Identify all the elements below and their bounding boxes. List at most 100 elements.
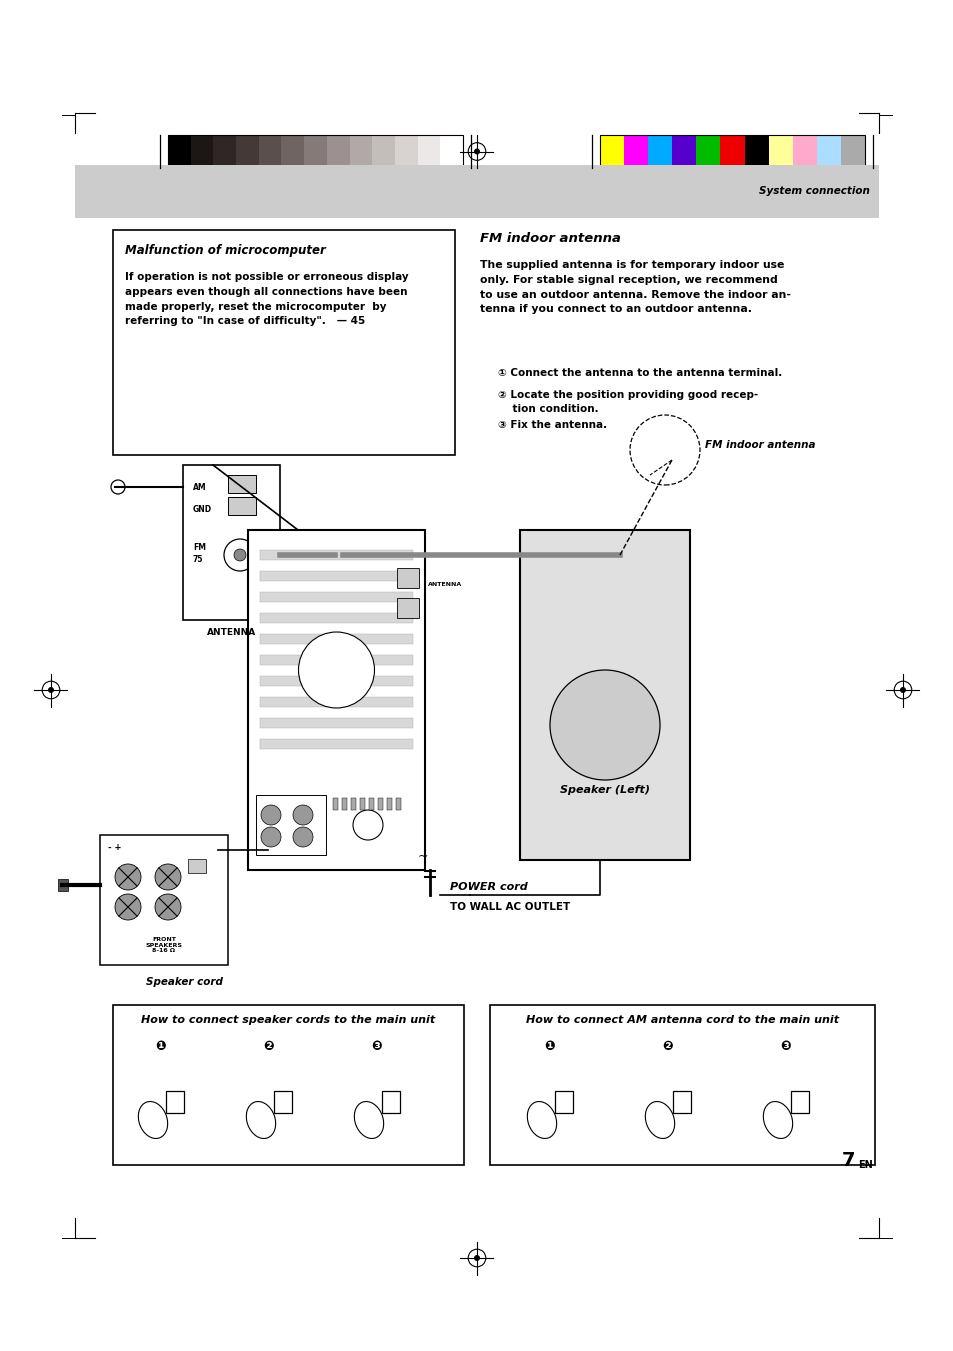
Bar bbox=[519, 530, 689, 861]
Bar bbox=[417, 135, 440, 168]
Bar bbox=[260, 676, 413, 686]
Bar bbox=[599, 135, 623, 168]
Bar bbox=[351, 798, 355, 811]
Bar bbox=[816, 135, 840, 168]
Circle shape bbox=[224, 539, 255, 571]
Bar bbox=[235, 135, 258, 168]
Bar bbox=[599, 135, 864, 168]
Text: AM: AM bbox=[193, 484, 207, 492]
Bar bbox=[188, 859, 206, 873]
Bar bbox=[258, 135, 281, 168]
Bar bbox=[260, 717, 413, 728]
Bar bbox=[213, 135, 235, 168]
Bar bbox=[349, 135, 372, 168]
Bar bbox=[341, 798, 347, 811]
Text: Malfunction of microcomputer: Malfunction of microcomputer bbox=[125, 245, 325, 257]
Text: ❷: ❷ bbox=[263, 1040, 274, 1052]
Circle shape bbox=[474, 1255, 479, 1260]
Ellipse shape bbox=[527, 1101, 557, 1139]
Bar bbox=[304, 135, 327, 168]
Text: ~: ~ bbox=[417, 850, 428, 863]
Circle shape bbox=[261, 805, 281, 825]
Bar bbox=[100, 835, 228, 965]
Text: Speaker cord: Speaker cord bbox=[146, 977, 222, 988]
Bar bbox=[720, 135, 743, 168]
Bar bbox=[387, 798, 392, 811]
Text: ANTENNA: ANTENNA bbox=[207, 628, 255, 638]
Circle shape bbox=[353, 811, 382, 840]
Bar bbox=[228, 476, 255, 493]
Bar bbox=[359, 798, 365, 811]
Bar bbox=[372, 135, 395, 168]
Ellipse shape bbox=[138, 1101, 168, 1139]
Bar bbox=[395, 798, 400, 811]
Bar bbox=[260, 613, 413, 623]
Bar bbox=[696, 135, 720, 168]
Text: ② Locate the position providing good recep-
    tion condition.: ② Locate the position providing good rec… bbox=[497, 390, 758, 413]
Circle shape bbox=[233, 549, 246, 561]
Text: The supplied antenna is for temporary indoor use
only. For stable signal recepti: The supplied antenna is for temporary in… bbox=[479, 259, 790, 315]
Text: - +: - + bbox=[108, 843, 121, 852]
Circle shape bbox=[298, 632, 375, 708]
Bar bbox=[672, 135, 696, 168]
Bar bbox=[333, 798, 337, 811]
Ellipse shape bbox=[762, 1101, 792, 1139]
Text: If operation is not possible or erroneous display
appears even though all connec: If operation is not possible or erroneou… bbox=[125, 272, 408, 327]
Text: ❶: ❶ bbox=[155, 1040, 166, 1052]
Bar bbox=[377, 798, 382, 811]
Bar bbox=[555, 1092, 573, 1113]
Circle shape bbox=[154, 865, 181, 890]
Ellipse shape bbox=[354, 1101, 383, 1139]
Bar bbox=[396, 567, 418, 588]
Circle shape bbox=[115, 894, 141, 920]
Bar bbox=[768, 135, 792, 168]
Bar bbox=[168, 135, 191, 168]
Text: How to connect speaker cords to the main unit: How to connect speaker cords to the main… bbox=[141, 1015, 436, 1025]
Circle shape bbox=[293, 827, 313, 847]
Bar bbox=[281, 135, 304, 168]
Text: ① Connect the antenna to the antenna terminal.: ① Connect the antenna to the antenna ter… bbox=[497, 367, 781, 378]
Text: ❷: ❷ bbox=[662, 1040, 673, 1052]
Bar bbox=[440, 135, 462, 168]
Bar bbox=[260, 655, 413, 665]
Bar bbox=[840, 135, 864, 168]
Text: System connection: System connection bbox=[759, 186, 869, 196]
Text: FM: FM bbox=[193, 543, 206, 553]
Text: POWER cord: POWER cord bbox=[450, 882, 527, 892]
Bar bbox=[183, 465, 280, 620]
Bar bbox=[191, 135, 213, 168]
Bar bbox=[330, 549, 343, 562]
Bar bbox=[743, 135, 768, 168]
Circle shape bbox=[293, 805, 313, 825]
Bar bbox=[395, 135, 417, 168]
Text: Speaker (Left): Speaker (Left) bbox=[559, 785, 649, 794]
Circle shape bbox=[261, 827, 281, 847]
Bar bbox=[58, 880, 68, 892]
Bar bbox=[75, 165, 878, 218]
Bar bbox=[112, 230, 455, 455]
Bar bbox=[260, 697, 413, 707]
Bar bbox=[260, 571, 413, 581]
Bar bbox=[166, 1092, 184, 1113]
Text: ❸: ❸ bbox=[372, 1040, 382, 1052]
Bar bbox=[623, 135, 647, 168]
Circle shape bbox=[115, 865, 141, 890]
Bar bbox=[112, 1005, 463, 1165]
Bar bbox=[260, 592, 413, 603]
Circle shape bbox=[49, 688, 53, 693]
Circle shape bbox=[629, 415, 700, 485]
Text: ❸: ❸ bbox=[780, 1040, 790, 1052]
Circle shape bbox=[550, 670, 659, 780]
Text: 75: 75 bbox=[193, 555, 203, 563]
Bar bbox=[274, 1092, 292, 1113]
Text: EN: EN bbox=[857, 1161, 872, 1170]
Text: How to connect AM antenna cord to the main unit: How to connect AM antenna cord to the ma… bbox=[525, 1015, 839, 1025]
Text: ANTENNA: ANTENNA bbox=[428, 582, 462, 588]
Text: ③ Fix the antenna.: ③ Fix the antenna. bbox=[497, 420, 606, 430]
Bar bbox=[647, 135, 672, 168]
Bar bbox=[396, 598, 418, 617]
Bar bbox=[490, 1005, 874, 1165]
Bar bbox=[792, 135, 816, 168]
Ellipse shape bbox=[644, 1101, 674, 1139]
Bar bbox=[327, 135, 349, 168]
